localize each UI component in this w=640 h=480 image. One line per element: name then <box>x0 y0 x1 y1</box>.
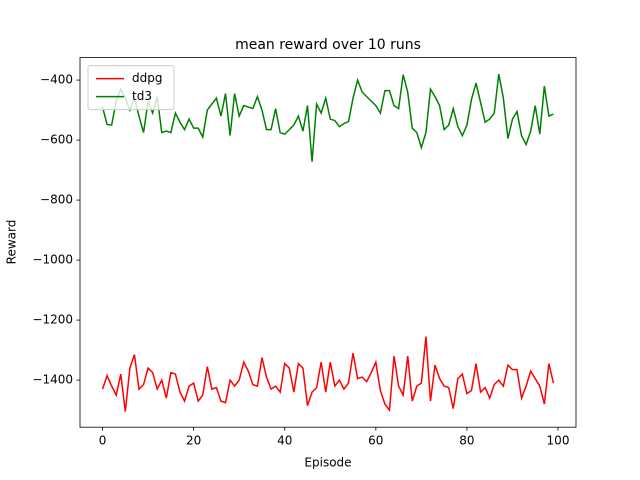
y-tick-label: −1400 <box>32 373 73 387</box>
series-line <box>101 336 555 413</box>
x-tick-label: 0 <box>99 434 107 448</box>
x-axis-label: Episode <box>304 456 351 470</box>
y-axis-label: Reward <box>5 220 19 265</box>
legend-label: td3 <box>132 89 152 103</box>
legend-box <box>87 65 175 111</box>
y-tick-label: −1000 <box>32 253 73 267</box>
x-tick-label: 80 <box>459 434 474 448</box>
chart-title: mean reward over 10 runs <box>235 37 421 53</box>
x-tick-label: 100 <box>547 434 570 448</box>
y-tick-label: −1200 <box>32 313 73 327</box>
plot-frame <box>79 57 577 428</box>
x-tick-label: 20 <box>186 434 201 448</box>
y-tick-label: −800 <box>40 193 73 207</box>
series-line <box>101 73 554 162</box>
x-tick-label: 60 <box>368 434 383 448</box>
legend-label: ddpg <box>132 71 162 85</box>
y-tick-label: −600 <box>40 133 73 147</box>
y-tick-label: −400 <box>40 73 73 87</box>
x-tick-label: 40 <box>277 434 292 448</box>
